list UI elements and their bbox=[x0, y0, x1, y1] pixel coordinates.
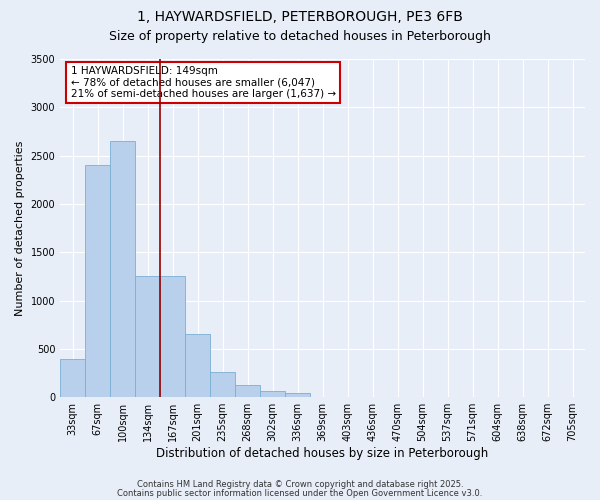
Bar bbox=[135, 276, 160, 397]
Bar bbox=[285, 394, 310, 397]
Bar bbox=[85, 166, 110, 397]
Bar bbox=[110, 141, 135, 397]
Text: 1, HAYWARDSFIELD, PETERBOROUGH, PE3 6FB: 1, HAYWARDSFIELD, PETERBOROUGH, PE3 6FB bbox=[137, 10, 463, 24]
Bar bbox=[235, 384, 260, 397]
Text: Contains public sector information licensed under the Open Government Licence v3: Contains public sector information licen… bbox=[118, 489, 482, 498]
Bar bbox=[160, 276, 185, 397]
Bar bbox=[210, 372, 235, 397]
Y-axis label: Number of detached properties: Number of detached properties bbox=[15, 140, 25, 316]
Text: Contains HM Land Registry data © Crown copyright and database right 2025.: Contains HM Land Registry data © Crown c… bbox=[137, 480, 463, 489]
Bar bbox=[260, 392, 285, 397]
Text: Size of property relative to detached houses in Peterborough: Size of property relative to detached ho… bbox=[109, 30, 491, 43]
Bar bbox=[60, 358, 85, 397]
Bar bbox=[185, 334, 210, 397]
X-axis label: Distribution of detached houses by size in Peterborough: Distribution of detached houses by size … bbox=[157, 447, 489, 460]
Text: 1 HAYWARDSFIELD: 149sqm
← 78% of detached houses are smaller (6,047)
21% of semi: 1 HAYWARDSFIELD: 149sqm ← 78% of detache… bbox=[71, 66, 336, 99]
